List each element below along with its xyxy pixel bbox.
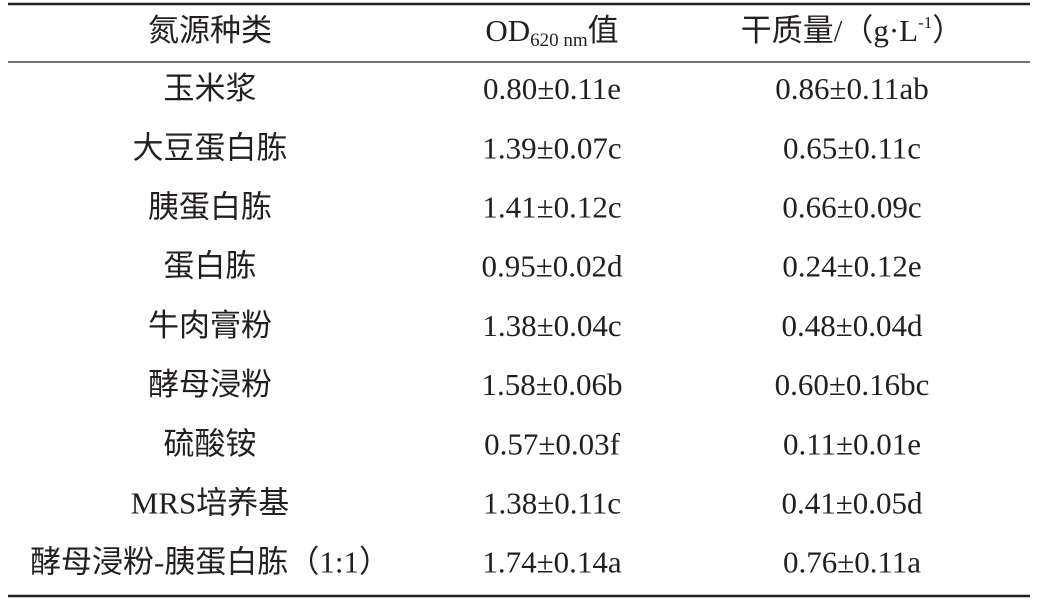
value-cell: 0.76±0.11a [783, 545, 921, 580]
subscript: 620 nm [530, 30, 588, 51]
nitrogen-source: 蛋白胨 [164, 249, 257, 284]
value-cell: 0.86±0.11ab [775, 71, 929, 106]
value-cell: 0.48±0.04d [781, 308, 923, 343]
superscript: -1 [918, 13, 932, 32]
value-cell: 1.41±0.12c [482, 190, 621, 225]
nitrogen-source: 大豆蛋白胨 [133, 130, 288, 165]
header-text: OD [485, 13, 530, 48]
nitrogen-source: 牛肉膏粉 [148, 308, 272, 343]
header-cell: 氮源种类 [148, 13, 272, 48]
value-cell: 0.24±0.12e [782, 249, 921, 284]
nitrogen-source: MRS培养基 [131, 486, 289, 521]
nitrogen-source: 酵母浸粉 [148, 367, 272, 402]
value-cell: 0.95±0.02d [481, 249, 623, 284]
header-text: 值 [588, 13, 619, 48]
value-cell: 0.57±0.03f [484, 426, 621, 461]
value-cell: 1.74±0.14a [482, 545, 622, 580]
value-cell: 0.65±0.11c [783, 130, 921, 165]
nitrogen-source: 玉米浆 [164, 71, 257, 106]
nitrogen-source: 酵母浸粉-胰蛋白胨（1:1） [30, 545, 390, 580]
value-cell: 0.60±0.16bc [775, 367, 930, 402]
value-cell: 1.39±0.07c [482, 130, 621, 165]
header-text: 干质量/（g·L [741, 13, 918, 48]
header-cell: OD620 nm值 [485, 13, 618, 51]
header-text: ） [932, 13, 963, 48]
value-cell: 1.38±0.11c [483, 486, 621, 521]
value-cell: 1.38±0.04c [482, 308, 621, 343]
value-cell: 0.66±0.09c [782, 190, 921, 225]
header-cell: 干质量/（g·L-1） [741, 13, 964, 48]
nitrogen-source: 胰蛋白胨 [148, 190, 272, 225]
value-cell: 0.80±0.11e [483, 71, 621, 106]
value-cell: 1.58±0.06b [481, 367, 622, 402]
value-cell: 0.41±0.05d [781, 486, 923, 521]
header-text: 氮源种类 [148, 13, 272, 48]
value-cell: 0.11±0.01e [783, 426, 921, 461]
nitrogen-source: 硫酸铵 [164, 426, 257, 461]
